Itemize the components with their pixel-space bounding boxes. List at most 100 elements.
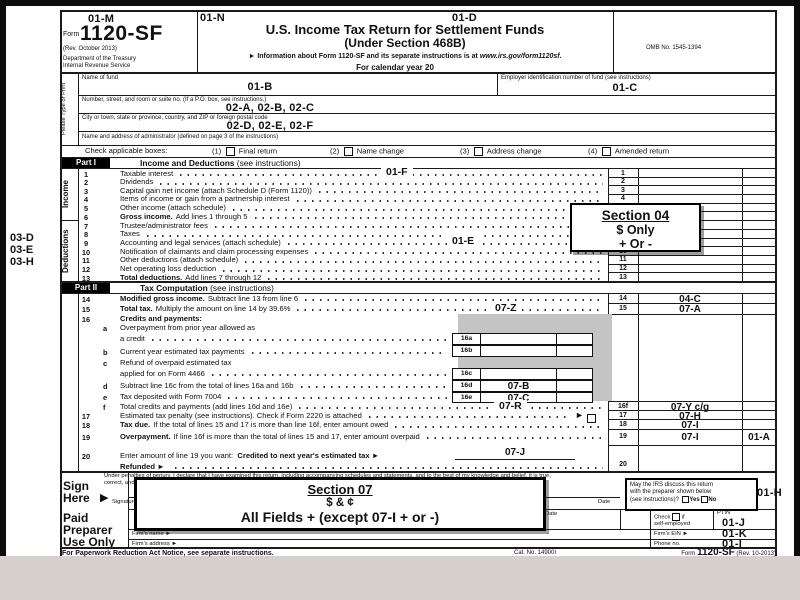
row-ref: 3 xyxy=(621,186,625,194)
rule xyxy=(608,410,776,411)
amended-return-option: (4) Amended return xyxy=(588,146,670,156)
info-line: ► Information about Form 1120-SF and its… xyxy=(248,53,562,60)
discuss-yes-checkbox[interactable] xyxy=(682,496,690,503)
dotted-leader xyxy=(174,467,603,470)
line-number: 8 xyxy=(83,230,89,240)
use-only-label: Use Only xyxy=(63,535,116,549)
rule xyxy=(128,471,129,548)
line-number: 2 xyxy=(83,178,89,187)
line-18-amount-field[interactable]: 07-I xyxy=(681,420,699,431)
margin-code-03D: 03-D xyxy=(10,232,34,244)
rule xyxy=(608,314,776,315)
paperwork-notice: For Paperwork Reduction Act Notice, see … xyxy=(62,549,274,557)
dotted-leader xyxy=(146,234,603,237)
line-17-description: Estimated tax penalty (see instructions)… xyxy=(120,411,572,421)
self-employed-label: self-employed xyxy=(654,521,691,527)
line-7-description: Trustee/administrator fees xyxy=(120,221,606,231)
rule xyxy=(60,157,776,158)
line-16d-description: Subtract line 16c from the total of line… xyxy=(120,381,450,391)
footer-form-id: Form 1120-SF (Rev. 10-2013) xyxy=(681,547,776,558)
rule xyxy=(608,185,776,186)
final-return-checkbox[interactable] xyxy=(225,147,235,156)
line-16f-amount-field[interactable]: 07-Y c/g xyxy=(670,401,710,413)
signature-date-label: Date xyxy=(598,499,611,505)
amended-return-checkbox[interactable] xyxy=(601,147,611,156)
map-code-01E: 01-E xyxy=(447,235,480,247)
line-9-description: Accounting and legal services (attach sc… xyxy=(120,238,606,248)
irs-discuss-line1: May the IRS discuss this return xyxy=(630,482,714,488)
rule xyxy=(128,539,776,540)
line-number: 3 xyxy=(83,186,89,196)
line-16c-cents-cell[interactable] xyxy=(556,368,593,380)
street-field[interactable]: 02-A, 02-B, 02-C xyxy=(225,102,315,114)
rule xyxy=(608,194,776,195)
map-code-01F: 01-F xyxy=(381,166,413,178)
section-04-line2: + Or - xyxy=(619,237,652,251)
self-employed-checkbox[interactable] xyxy=(672,513,681,521)
row-ref: 14 xyxy=(619,294,627,302)
name-change-checkbox[interactable] xyxy=(343,147,353,156)
line-16e-cents-cell[interactable] xyxy=(556,392,593,403)
address-change-checkbox[interactable] xyxy=(473,147,483,156)
line-16d-cents-cell[interactable] xyxy=(556,380,593,392)
form-title: U.S. Income Tax Return for Settlement Fu… xyxy=(265,22,545,37)
administrator-label: Name and address of administrator (defin… xyxy=(82,134,279,140)
dotted-leader xyxy=(228,397,447,400)
preparer-label: Preparer xyxy=(63,523,113,537)
city-field[interactable]: 02-D, 02-E, 02-F xyxy=(226,120,314,132)
discuss-no-checkbox[interactable] xyxy=(701,496,709,503)
line-8-description: Taxes xyxy=(120,230,606,239)
dotted-leader xyxy=(254,217,603,220)
line-2-description: Dividends xyxy=(120,177,606,187)
rule xyxy=(742,293,743,472)
line-5-description: Other income (attach schedule) xyxy=(120,203,606,213)
income-sidebar-label: Income xyxy=(61,180,70,209)
rule xyxy=(60,10,62,556)
form-2220-checkbox[interactable] xyxy=(587,410,596,428)
line-16c-amount-cell[interactable] xyxy=(480,368,557,380)
row-ref: 20 xyxy=(619,461,627,468)
line-19-amount-field[interactable]: 07-I xyxy=(681,431,699,443)
line-16a-cents-cell[interactable] xyxy=(556,333,593,345)
ptin-field[interactable]: 01-J xyxy=(722,517,746,529)
rule xyxy=(613,10,614,73)
ein-field[interactable]: 01-C xyxy=(612,82,638,94)
dotted-leader xyxy=(299,407,603,410)
here-label: Here xyxy=(63,491,90,505)
map-code-01A: 01-A xyxy=(748,431,770,443)
credited-amount-line[interactable] xyxy=(455,459,575,460)
name-of-fund-field[interactable]: 01-B xyxy=(247,81,273,93)
section-07-line2: All Fields + (except 07-I + or -) xyxy=(240,509,440,525)
line-16b-cents-cell[interactable] xyxy=(556,345,593,357)
firm-name-label: Firm's name ► xyxy=(132,531,172,537)
line-15-amount-field[interactable]: 07-A xyxy=(679,304,701,315)
rule xyxy=(638,293,639,472)
rule xyxy=(60,547,776,549)
rule xyxy=(608,177,776,178)
line-16a-description: Overpayment from prior year allowed as xyxy=(120,323,256,332)
section-07-line1: $ & ¢ xyxy=(326,497,354,509)
line-16a-amount-cell[interactable] xyxy=(480,333,557,345)
rule xyxy=(60,168,776,169)
line-number: 15 xyxy=(81,304,91,314)
dotted-leader xyxy=(287,243,603,246)
line-19-description: Overpayment. If line 16f is more than the… xyxy=(120,432,606,442)
line-letter: e xyxy=(103,392,108,402)
line-16b-amount-cell[interactable] xyxy=(480,345,557,357)
part2-chip: Part II xyxy=(62,283,110,293)
rule xyxy=(60,10,776,12)
rule xyxy=(650,509,651,548)
line-17-amount-field[interactable]: 07-H xyxy=(679,410,701,422)
row-ref: 18 xyxy=(619,421,627,428)
firm-ein-field[interactable]: 01-K xyxy=(722,528,748,540)
line-14-amount-field[interactable]: 04-C xyxy=(679,294,701,305)
line-11-description: Other deductions (attach schedule) xyxy=(120,256,606,265)
line-16d-amount-cell[interactable]: 07-B xyxy=(480,380,557,392)
calendar-year-line: For calendar year 20 xyxy=(356,63,434,72)
row-ref: 15 xyxy=(619,304,627,312)
rule xyxy=(713,509,714,529)
line-10-description: Notification of claimants and claim proc… xyxy=(120,247,606,257)
self-employed-check: Check if xyxy=(654,513,685,521)
rule xyxy=(608,255,776,256)
line-1-description: Taxable interest xyxy=(120,169,606,179)
